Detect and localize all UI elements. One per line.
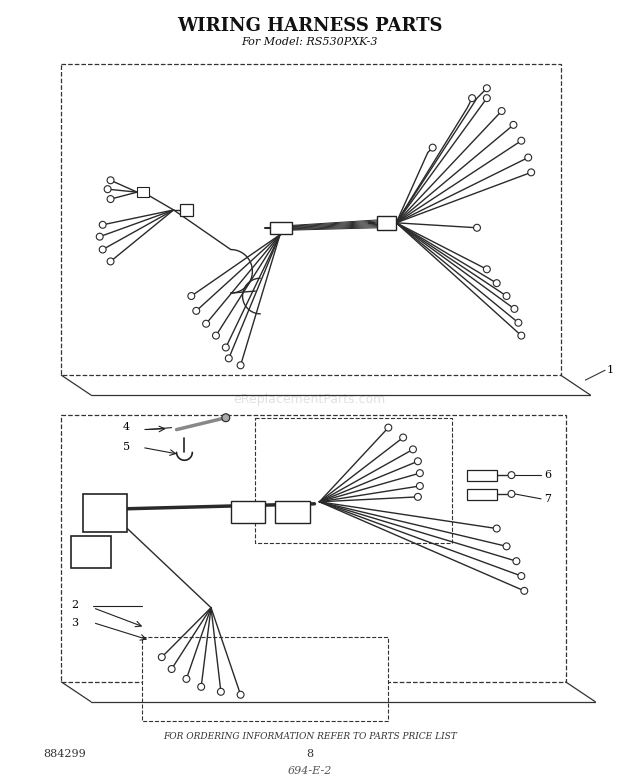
Circle shape bbox=[414, 458, 422, 465]
Text: 884299: 884299 bbox=[43, 749, 86, 759]
Circle shape bbox=[237, 362, 244, 368]
Bar bbox=[137, 187, 149, 197]
Text: 3: 3 bbox=[71, 618, 78, 627]
Circle shape bbox=[168, 666, 175, 673]
Circle shape bbox=[510, 122, 517, 129]
Text: WIRING HARNESS PARTS: WIRING HARNESS PARTS bbox=[177, 17, 442, 35]
Bar bbox=[142, 637, 388, 721]
Bar bbox=[71, 536, 110, 568]
Circle shape bbox=[225, 355, 232, 362]
Circle shape bbox=[518, 332, 525, 339]
Circle shape bbox=[508, 472, 515, 478]
Circle shape bbox=[518, 137, 525, 144]
Circle shape bbox=[218, 688, 224, 695]
Circle shape bbox=[511, 306, 518, 312]
Bar bbox=[467, 470, 497, 481]
Text: 694-E-2: 694-E-2 bbox=[287, 766, 332, 776]
Bar bbox=[61, 415, 565, 682]
Text: eReplacementParts.com: eReplacementParts.com bbox=[233, 394, 386, 406]
Circle shape bbox=[222, 414, 230, 422]
Circle shape bbox=[107, 258, 114, 265]
Circle shape bbox=[503, 543, 510, 550]
Text: FOR ORDERING INFORMATION REFER TO PARTS PRICE LIST: FOR ORDERING INFORMATION REFER TO PARTS … bbox=[162, 731, 456, 741]
Circle shape bbox=[400, 434, 407, 441]
Circle shape bbox=[385, 424, 392, 431]
Circle shape bbox=[203, 321, 210, 327]
Text: 8: 8 bbox=[306, 749, 313, 759]
Circle shape bbox=[503, 292, 510, 299]
Text: 1: 1 bbox=[607, 365, 614, 376]
Circle shape bbox=[474, 224, 480, 231]
Circle shape bbox=[414, 493, 422, 500]
Circle shape bbox=[508, 491, 515, 497]
Circle shape bbox=[494, 525, 500, 532]
Circle shape bbox=[183, 676, 190, 682]
Circle shape bbox=[417, 470, 423, 477]
Text: 4: 4 bbox=[123, 422, 130, 432]
Circle shape bbox=[494, 280, 500, 287]
Bar bbox=[467, 489, 497, 500]
Circle shape bbox=[193, 307, 200, 314]
Bar bbox=[231, 501, 265, 523]
Text: For Model: RS530PXK-3: For Model: RS530PXK-3 bbox=[241, 37, 378, 47]
Circle shape bbox=[417, 482, 423, 489]
Circle shape bbox=[188, 292, 195, 299]
Circle shape bbox=[237, 691, 244, 699]
Circle shape bbox=[198, 684, 205, 690]
Circle shape bbox=[498, 107, 505, 114]
Circle shape bbox=[429, 144, 436, 151]
Circle shape bbox=[513, 557, 520, 564]
Circle shape bbox=[515, 319, 522, 326]
Circle shape bbox=[104, 186, 111, 193]
Circle shape bbox=[410, 446, 417, 453]
Circle shape bbox=[521, 587, 528, 594]
Circle shape bbox=[528, 169, 534, 176]
Circle shape bbox=[469, 95, 476, 102]
Circle shape bbox=[99, 246, 106, 253]
Text: 5: 5 bbox=[123, 442, 130, 452]
Circle shape bbox=[107, 196, 114, 202]
Bar bbox=[83, 494, 127, 532]
Bar bbox=[180, 204, 193, 216]
Circle shape bbox=[525, 154, 532, 161]
Text: 2: 2 bbox=[71, 600, 78, 610]
Circle shape bbox=[96, 233, 103, 240]
Bar bbox=[275, 501, 309, 523]
Circle shape bbox=[213, 332, 219, 339]
Circle shape bbox=[484, 85, 490, 92]
Circle shape bbox=[223, 344, 229, 351]
Text: 6: 6 bbox=[544, 470, 551, 480]
Circle shape bbox=[107, 177, 114, 183]
Circle shape bbox=[484, 95, 490, 102]
Circle shape bbox=[99, 221, 106, 228]
Bar bbox=[270, 222, 292, 234]
Text: 7: 7 bbox=[544, 494, 551, 504]
Circle shape bbox=[158, 654, 165, 661]
Circle shape bbox=[484, 266, 490, 273]
Bar bbox=[376, 216, 396, 230]
Circle shape bbox=[518, 572, 525, 579]
Bar bbox=[61, 64, 560, 376]
Bar bbox=[255, 418, 453, 543]
